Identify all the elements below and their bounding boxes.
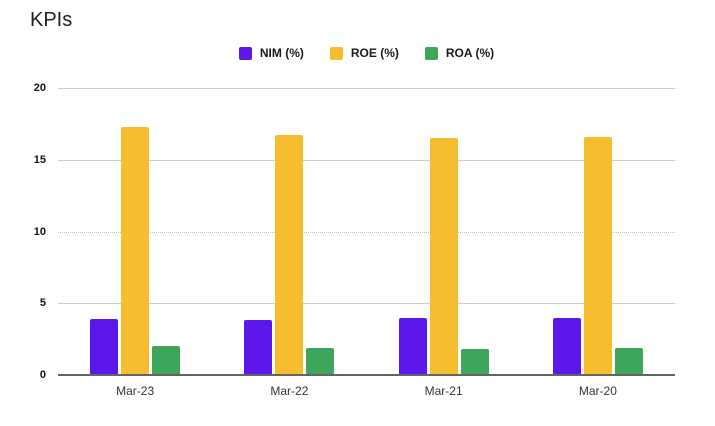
y-axis-labels: 0 5 10 15 20 xyxy=(0,0,46,426)
bar-roa-Mar-23[interactable] xyxy=(152,346,181,375)
bar-roa-Mar-20[interactable] xyxy=(614,348,643,375)
y-tick-label: 15 xyxy=(33,153,46,166)
x-tick-label: Mar-22 xyxy=(270,384,309,398)
y-tick-label: 0 xyxy=(39,369,46,381)
gridline-15 xyxy=(58,159,675,161)
chart-title: KPIs xyxy=(30,9,73,31)
legend-swatch-icon xyxy=(424,46,438,60)
x-tick-label: Mar-23 xyxy=(116,384,155,398)
x-axis-labels: Mar-23 Mar-22 Mar-21 Mar-20 xyxy=(58,384,675,399)
plot-area xyxy=(58,88,675,376)
legend-item-3[interactable]: ROA (%) xyxy=(424,46,495,60)
bar-group-Mar-20 xyxy=(521,88,675,375)
legend-item-2[interactable]: ROE (%) xyxy=(329,46,399,60)
bar-roa-Mar-21[interactable] xyxy=(460,349,489,375)
x-axis-line xyxy=(58,374,675,376)
bar-groups xyxy=(58,88,675,375)
bar-roe-Mar-20[interactable] xyxy=(583,137,612,375)
bar-roe-Mar-22[interactable] xyxy=(275,135,304,375)
bar-group-Mar-23 xyxy=(58,88,212,375)
bar-nim-Mar-21[interactable] xyxy=(398,318,427,375)
gridline-20 xyxy=(58,88,675,89)
gridline-10 xyxy=(58,231,675,233)
x-tick-label: Mar-21 xyxy=(424,384,463,398)
x-tick-label: Mar-20 xyxy=(578,384,617,398)
y-tick-label: 20 xyxy=(33,82,46,94)
bar-nim-Mar-20[interactable] xyxy=(552,318,581,375)
bar-nim-Mar-22[interactable] xyxy=(244,320,273,375)
legend-label: ROE (%) xyxy=(350,46,399,60)
bar-roe-Mar-23[interactable] xyxy=(121,127,150,375)
bar-roe-Mar-21[interactable] xyxy=(429,138,458,375)
y-tick-label: 10 xyxy=(33,225,46,238)
legend-label: ROA (%) xyxy=(445,46,495,60)
legend-swatch-icon xyxy=(329,46,343,60)
bar-group-Mar-21 xyxy=(367,88,521,375)
bar-nim-Mar-23[interactable] xyxy=(90,319,119,375)
y-tick-label: 5 xyxy=(39,297,46,310)
legend-label: NIM (%) xyxy=(259,46,304,60)
bar-roa-Mar-22[interactable] xyxy=(306,348,335,375)
gridline-5 xyxy=(58,303,675,305)
legend-swatch-icon xyxy=(238,46,252,60)
legend: NIM (%) ROE (%) ROA (%) xyxy=(58,46,675,60)
bar-group-Mar-22 xyxy=(212,88,366,375)
legend-item-1[interactable]: NIM (%) xyxy=(238,46,304,60)
